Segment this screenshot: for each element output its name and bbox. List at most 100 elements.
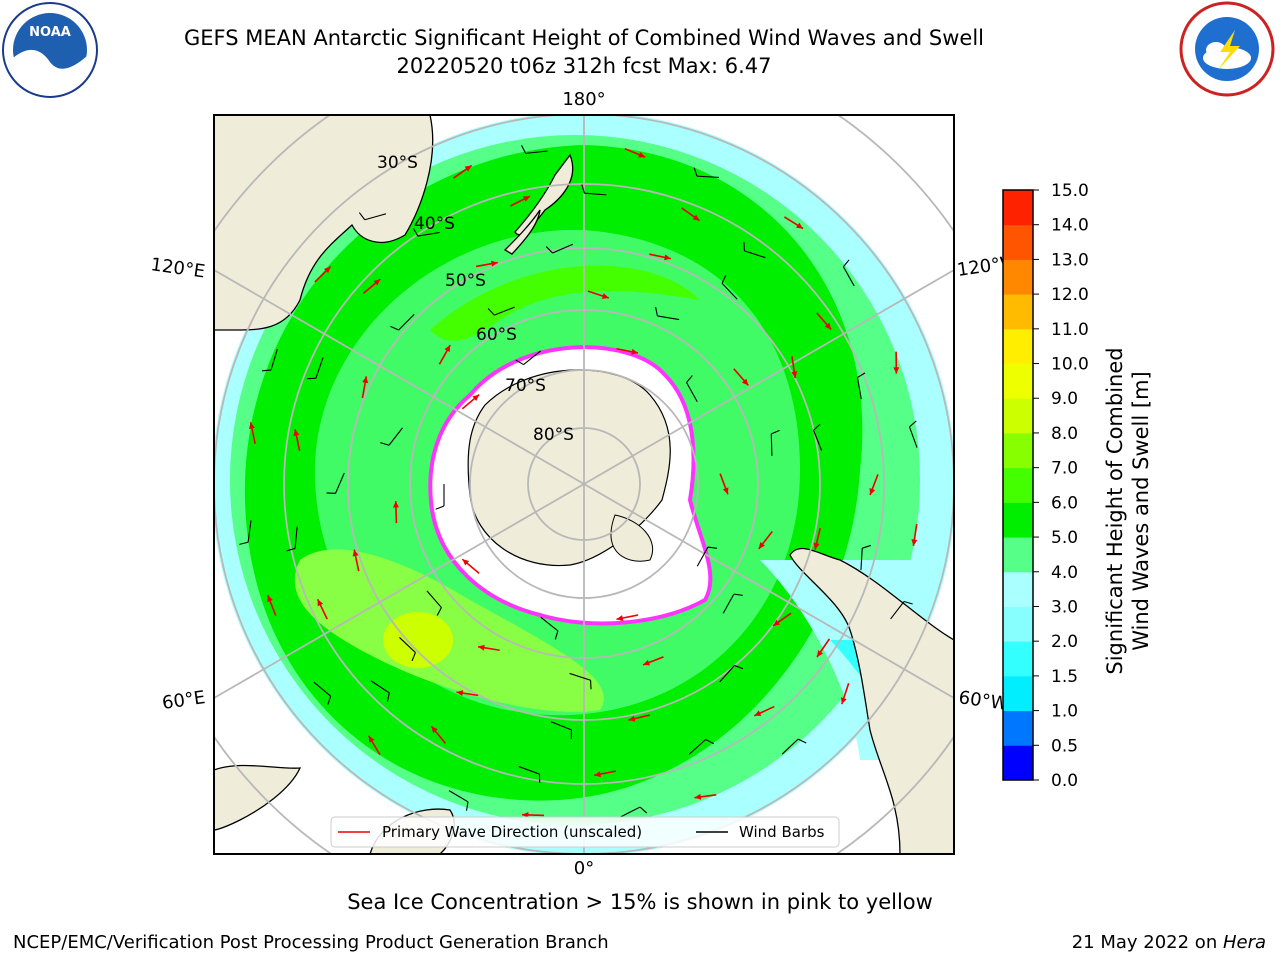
nws-logo <box>1179 1 1275 97</box>
colorbar-label-line1: Significant Height of Combined <box>1103 347 1127 675</box>
wave-arrow-head <box>324 266 331 274</box>
wind-barb <box>313 681 332 697</box>
wind-barb <box>335 472 345 494</box>
colorbar-border <box>1002 189 1034 781</box>
lon-label-180: 180° <box>562 89 605 110</box>
wind-barb <box>364 213 387 221</box>
wind-barb <box>315 357 324 379</box>
wind-barb-flag <box>390 325 399 331</box>
footer-credit: NCEP/EMC/Verification Post Processing Pr… <box>13 932 609 953</box>
wind-barb <box>270 348 278 371</box>
wave-arrow-head <box>824 322 832 330</box>
footer-date-text: 21 May 2022 on <box>1071 932 1223 953</box>
wind-barb <box>552 243 573 254</box>
wave-arrow-head <box>317 599 324 607</box>
wave-arrow-head <box>491 260 498 267</box>
legend-barb-label: Wind Barbs <box>739 823 825 841</box>
wave-arrow-head <box>758 542 766 549</box>
wind-barb-flag <box>487 308 495 316</box>
wind-barb <box>388 427 403 446</box>
primary-wave-arrows <box>249 147 918 818</box>
colorbar: 0.0 0.5 1.0 1.5 2.0 3.0 4.0 5.0 6.0 7.0 8.0 9.0 10.0… <box>1002 181 1089 791</box>
wind-barb-flag <box>515 359 524 366</box>
lat-label-40s: 40°S <box>414 214 455 234</box>
wind-barb <box>540 616 559 632</box>
wind-barb <box>721 282 738 300</box>
lon-label-60e: 60°E <box>161 687 207 714</box>
wave-arrow-head <box>692 214 700 221</box>
wave-arrow-head <box>741 378 749 386</box>
wind-barb <box>523 350 542 366</box>
colorbar-segment <box>1003 745 1033 781</box>
wind-barb <box>719 665 735 683</box>
wind-barb <box>856 377 862 400</box>
noaa-logo-text: NOAA <box>29 25 71 40</box>
wind-barb-flag <box>693 167 698 177</box>
wave-arrow-head <box>840 697 847 705</box>
wind-barb-flag <box>733 593 743 596</box>
wind-barb-flag <box>581 184 585 194</box>
wave-arrow-head <box>754 710 762 716</box>
wind-barb-flag <box>545 246 553 254</box>
graticule <box>214 115 954 854</box>
colorbar-label-line2: Wind Waves and Swell [m] <box>1129 371 1153 651</box>
wind-barb-flag <box>412 228 419 237</box>
wave-arrow-head <box>601 293 609 299</box>
wind-barb-flag <box>686 375 693 383</box>
wind-barb-flag <box>639 806 648 814</box>
colorbar-segment <box>1003 710 1033 746</box>
wave-arrow-head <box>456 690 464 697</box>
wave-arrow-head <box>664 254 671 261</box>
wind-barb-flag <box>465 801 469 811</box>
wind-barb <box>770 433 773 456</box>
wind-barb <box>686 382 698 402</box>
wave-arrow-head <box>796 222 804 229</box>
wind-barb <box>890 601 905 620</box>
wind-barb <box>781 738 799 755</box>
wind-barb-flag <box>386 692 390 702</box>
wave-arrow-head <box>444 345 451 353</box>
wind-barb <box>620 806 641 818</box>
wind-barb <box>398 314 415 331</box>
colorbar-segment <box>1003 398 1033 434</box>
colorbar-tick-label: 6.0 <box>1051 493 1078 513</box>
colorbar-segment <box>1003 537 1033 573</box>
wind-barb-flag <box>862 544 872 549</box>
wind-barb-flag <box>261 369 272 372</box>
wind-barb-flag <box>705 739 714 745</box>
wave-arrow-head <box>911 539 918 546</box>
wind-barb <box>247 520 252 543</box>
wind-barb <box>908 426 918 448</box>
sea-ice-note: Sea Ice Concentration > 15% is shown in … <box>347 890 933 914</box>
wind-barb <box>294 526 298 549</box>
lon-label-60w: 60°W <box>957 687 1009 715</box>
wave-arrow-head <box>293 429 300 437</box>
wind-barb <box>696 546 709 567</box>
colorbar-tick-label: 1.0 <box>1051 702 1078 722</box>
wind-barb <box>417 231 440 237</box>
lon-label-0: 0° <box>574 858 594 879</box>
colorbar-tick-label: 11.0 <box>1051 320 1089 340</box>
wave-arrow-head <box>791 371 798 378</box>
wind-barb <box>569 672 591 681</box>
colorbar-tick-label: 2.0 <box>1051 632 1078 652</box>
lat-label-60s: 60°S <box>476 325 517 345</box>
colorbar-segment <box>1003 363 1033 399</box>
chart-subtitle: 20220520 t06z 312h fcst Max: 6.47 <box>396 54 772 78</box>
colorbar-label: Significant Height of Combined Wind Wave… <box>1102 251 1154 771</box>
wind-barb-flag <box>554 630 559 640</box>
wave-arrow-head <box>462 559 470 566</box>
wave-arrow-head <box>478 644 485 651</box>
wind-barb-flag <box>239 541 249 545</box>
wind-barb <box>657 315 680 321</box>
wave-arrow-head <box>392 501 399 508</box>
colorbar-tick-label: 8.0 <box>1051 424 1078 444</box>
wave-arrow-head <box>368 735 375 743</box>
wave-arrow-head <box>638 151 646 158</box>
wave-arrow-head <box>431 726 438 734</box>
wave-arrow-head <box>869 488 876 495</box>
wind-barb <box>688 739 707 755</box>
footer-host: Hera <box>1222 932 1266 953</box>
colorbar-segment <box>1003 259 1033 295</box>
